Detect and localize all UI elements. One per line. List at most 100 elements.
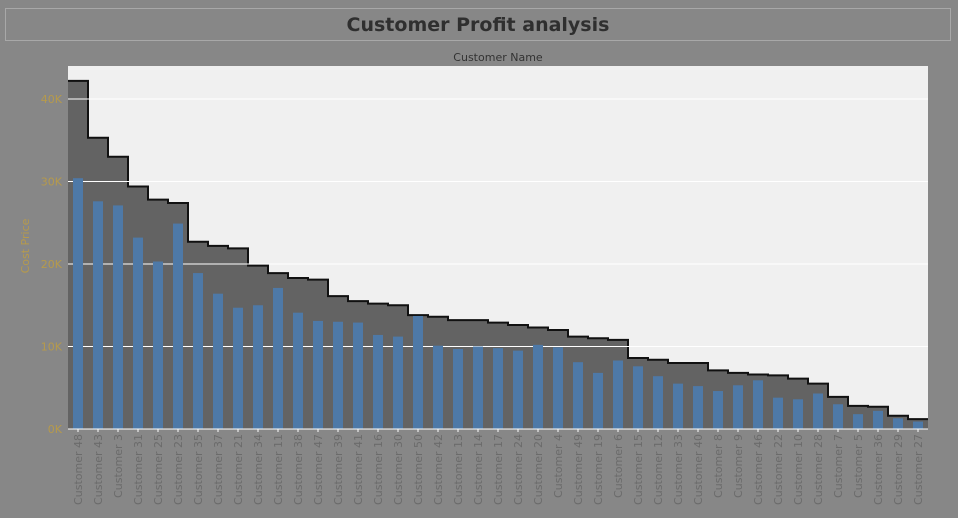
title-box: Customer Profit analysis (5, 8, 951, 41)
x-tick-label: Customer 39 (332, 434, 345, 505)
gridlines (68, 98, 928, 347)
bar[interactable] (273, 287, 283, 429)
bar[interactable] (73, 178, 83, 429)
x-tick-label: Customer 35 (192, 434, 205, 505)
x-tick-label: Customer 48 (72, 434, 85, 505)
x-tick-label: Customer 27 (912, 434, 925, 505)
bar[interactable] (413, 315, 423, 429)
chart-title: Customer Profit analysis (346, 13, 610, 36)
bar[interactable] (633, 366, 643, 429)
x-tick-label: Customer 16 (372, 434, 385, 505)
bar[interactable] (433, 345, 443, 429)
x-tick-label: Customer 15 (632, 434, 645, 505)
bar[interactable] (313, 320, 323, 429)
x-tick-label: Customer 31 (132, 434, 145, 505)
x-tick-label: Customer 47 (312, 434, 325, 505)
bar[interactable] (793, 399, 803, 429)
y-axis-label: Cost Price (19, 218, 32, 273)
bar[interactable] (253, 305, 263, 429)
bar[interactable] (173, 223, 183, 429)
x-tick-label: Customer 50 (412, 434, 425, 505)
y-tick-labels: 0K 10K 20K 30K 40K (41, 93, 63, 436)
x-tick-label: Customer 37 (212, 434, 225, 505)
bar[interactable] (513, 350, 523, 429)
bar[interactable] (353, 322, 363, 429)
bar[interactable] (713, 391, 723, 429)
x-tick-label: Customer 43 (92, 434, 105, 505)
bar[interactable] (833, 404, 843, 429)
y-tick-label: 40K (41, 93, 63, 106)
cost-price-step-line (68, 79, 928, 421)
x-tick-label: Customer 29 (892, 434, 905, 505)
bar[interactable] (393, 336, 403, 429)
bar[interactable] (873, 410, 883, 429)
x-tick-label: Customer 8 (712, 434, 725, 498)
y-tick-label: 30K (41, 176, 63, 189)
bar[interactable] (93, 201, 103, 429)
x-tick-label: Customer 4 (552, 434, 565, 498)
bar[interactable] (613, 360, 623, 429)
bar[interactable] (693, 386, 703, 429)
x-tick-label: Customer 49 (572, 434, 585, 505)
bar[interactable] (193, 273, 203, 429)
x-tick-label: Customer 46 (752, 434, 765, 505)
bar[interactable] (333, 321, 343, 429)
x-tick-label: Customer 7 (832, 434, 845, 498)
bars (73, 178, 923, 429)
column-header: Customer Name (453, 51, 543, 64)
bar[interactable] (813, 393, 823, 429)
x-tick-label: Customer 38 (292, 434, 305, 505)
y-tick-label: 20K (41, 258, 63, 271)
x-tick-label: Customer 13 (452, 434, 465, 505)
y-tick-label: 0K (48, 423, 63, 436)
x-tick-label: Customer 30 (392, 434, 405, 505)
x-tick-label: Customer 10 (792, 434, 805, 505)
bar[interactable] (673, 383, 683, 429)
bar[interactable] (553, 347, 563, 429)
bar[interactable] (293, 312, 303, 429)
x-tick-label: Customer 6 (612, 434, 625, 498)
bar[interactable] (573, 362, 583, 429)
x-tick-label: Customer 17 (492, 434, 505, 505)
x-tick-label: Customer 5 (852, 434, 865, 498)
x-tick-label: Customer 12 (652, 434, 665, 505)
bar[interactable] (493, 348, 503, 429)
bar[interactable] (593, 372, 603, 429)
bar[interactable] (133, 237, 143, 429)
bar[interactable] (533, 344, 543, 429)
x-tick-label: Customer 11 (272, 434, 285, 505)
bar[interactable] (773, 397, 783, 429)
x-tick-label: Customer 33 (672, 434, 685, 505)
bar[interactable] (853, 414, 863, 429)
x-tick-label: Customer 21 (232, 434, 245, 505)
bar[interactable] (653, 376, 663, 429)
x-tick-label: Customer 41 (352, 434, 365, 505)
bar[interactable] (913, 421, 923, 429)
bar[interactable] (213, 293, 223, 429)
bar[interactable] (453, 348, 463, 429)
x-tick-label: Customer 20 (532, 434, 545, 505)
x-tick-label: Customer 24 (512, 434, 525, 505)
bar[interactable] (473, 346, 483, 430)
bar[interactable] (113, 205, 123, 429)
x-tick-label: Customer 9 (732, 434, 745, 498)
bar[interactable] (753, 380, 763, 429)
x-tick-labels: Customer 48 Customer 43 Customer 3 Customer… (72, 429, 925, 505)
bar[interactable] (153, 261, 163, 429)
bar[interactable] (893, 418, 903, 429)
x-tick-label: Customer 14 (472, 434, 485, 505)
x-tick-label: Customer 19 (592, 434, 605, 505)
bar[interactable] (733, 385, 743, 429)
x-tick-label: Customer 3 (112, 434, 125, 498)
bar[interactable] (233, 307, 243, 429)
bar[interactable] (373, 334, 383, 429)
x-tick-label: Customer 42 (432, 434, 445, 505)
x-tick-label: Customer 25 (152, 434, 165, 505)
x-tick-label: Customer 40 (692, 434, 705, 505)
y-tick-label: 10K (41, 341, 63, 354)
x-tick-label: Customer 28 (812, 434, 825, 505)
x-tick-label: Customer 23 (172, 434, 185, 505)
x-tick-label: Customer 22 (772, 434, 785, 505)
x-tick-label: Customer 36 (872, 434, 885, 505)
